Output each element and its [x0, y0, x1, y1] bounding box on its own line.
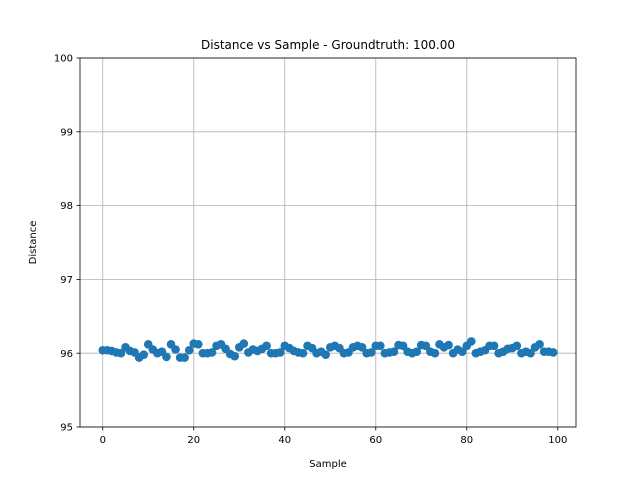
data-point: [139, 350, 149, 359]
x-axis-label: Sample: [309, 459, 347, 470]
plot-area-background: [80, 58, 576, 427]
data-point: [398, 341, 408, 351]
y-tick-label: 95: [60, 423, 73, 434]
data-point: [239, 339, 249, 348]
data-point: [357, 342, 367, 352]
x-tick-label: 40: [278, 435, 291, 446]
y-tick-label: 98: [60, 201, 73, 212]
data-point: [512, 341, 522, 351]
data-point: [430, 348, 440, 358]
data-point: [298, 348, 308, 358]
data-point: [376, 341, 385, 351]
data-point: [162, 352, 171, 362]
x-tick-label: 20: [187, 435, 200, 446]
y-tick-label: 99: [60, 127, 73, 138]
x-tick-label: 100: [548, 435, 567, 446]
chart-title: Distance vs Sample - Groundtruth: 100.00: [201, 38, 455, 52]
data-point: [230, 351, 240, 361]
y-axis-ticks: 95 96 97 98 99 100: [54, 54, 80, 434]
y-tick-label: 100: [54, 54, 73, 65]
data-point: [275, 348, 285, 357]
data-point: [171, 345, 180, 354]
data-point: [548, 348, 558, 357]
data-point: [116, 348, 126, 358]
data-point: [180, 353, 189, 362]
data-point: [489, 341, 499, 351]
plot-frame: [79, 57, 577, 428]
data-point: [366, 348, 376, 357]
y-tick-label: 96: [60, 349, 73, 360]
data-point: [184, 345, 194, 355]
x-tick-label: 0: [100, 435, 106, 446]
data-point: [535, 340, 544, 349]
y-tick-label: 97: [60, 275, 73, 286]
x-tick-label: 60: [369, 435, 382, 446]
data-point: [262, 341, 271, 351]
data-point: [194, 340, 203, 349]
y-axis-label: Distance: [28, 221, 39, 265]
data-point: [444, 340, 453, 350]
data-points: [98, 337, 558, 362]
data-point: [467, 337, 476, 346]
data-point: [412, 347, 422, 357]
data-point: [389, 347, 399, 357]
data-point: [207, 348, 217, 357]
data-point: [321, 350, 331, 359]
x-tick-label: 80: [460, 435, 473, 446]
data-point: [526, 348, 535, 358]
x-axis-ticks: 0 20 40 60 80 100: [100, 427, 567, 446]
data-point: [421, 341, 431, 351]
data-point: [457, 347, 467, 357]
